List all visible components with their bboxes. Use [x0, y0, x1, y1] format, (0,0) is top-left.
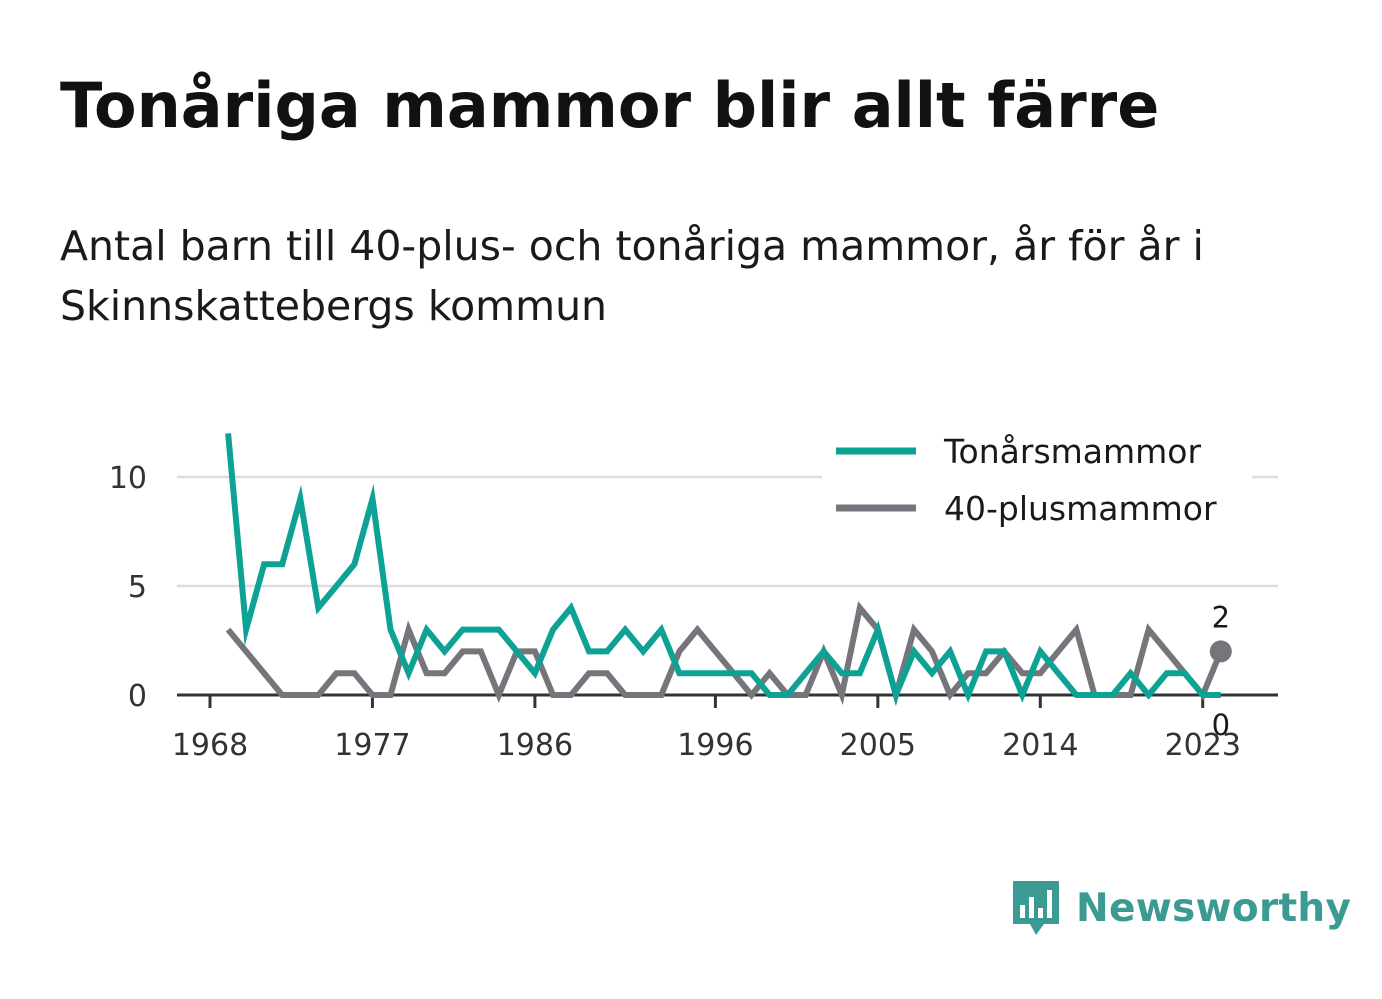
brand-logo: Newsworthy [1010, 878, 1351, 938]
x-tick-label: 1968 [172, 728, 248, 763]
x-tick-label: 1977 [334, 728, 410, 763]
x-axis: 1968 1977 1986 1996 2005 2014 2023 [172, 693, 1278, 763]
end-point-40-plusmammor [1209, 640, 1232, 663]
x-tick-label: 2023 [1165, 728, 1241, 763]
y-axis-ticks: 0 5 10 [109, 461, 147, 714]
x-tick-label: 1986 [497, 728, 573, 763]
y-tick-label: 0 [128, 679, 147, 714]
x-tick-label: 2005 [840, 728, 916, 763]
y-tick-label: 10 [109, 461, 147, 496]
brand-name: Newsworthy [1076, 885, 1352, 931]
series-line-40-plusmammor [225, 601, 1224, 707]
end-label-tonarsmammor: 0 [1212, 708, 1230, 742]
newsworthy-bar-chart-icon [1013, 881, 1059, 935]
legend-background [822, 425, 1252, 535]
series-line-tonarsmammor [225, 433, 1221, 705]
x-tick-label: 1996 [677, 728, 753, 763]
chart-title: Tonåriga mammor blir allt färre [60, 69, 1160, 142]
y-tick-label: 5 [128, 570, 147, 605]
legend-label: 40-plusmammor [944, 489, 1217, 528]
x-tick-label: 2014 [1002, 728, 1078, 763]
chart-subtitle: Antal barn till 40-plus- och tonåriga ma… [60, 222, 1204, 330]
legend-label: Tonårsmammor [943, 432, 1201, 471]
legend: Tonårsmammor 40-plusmammor [822, 425, 1252, 535]
series-lines [225, 433, 1224, 707]
end-label-40-plusmammor: 2 [1212, 600, 1230, 634]
end-markers: 20 [1209, 600, 1232, 742]
